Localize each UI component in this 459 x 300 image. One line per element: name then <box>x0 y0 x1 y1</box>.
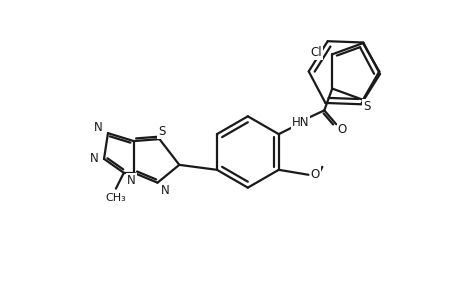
Text: N: N <box>94 121 102 134</box>
Text: N: N <box>161 184 169 197</box>
Text: S: S <box>363 100 370 113</box>
Text: Cl: Cl <box>310 46 321 59</box>
Text: S: S <box>157 125 165 138</box>
Text: O: O <box>337 123 346 136</box>
Text: N: N <box>90 152 98 165</box>
Text: CH₃: CH₃ <box>105 193 126 202</box>
Text: N: N <box>127 174 136 187</box>
Text: HN: HN <box>291 116 308 129</box>
Text: O: O <box>310 168 319 181</box>
